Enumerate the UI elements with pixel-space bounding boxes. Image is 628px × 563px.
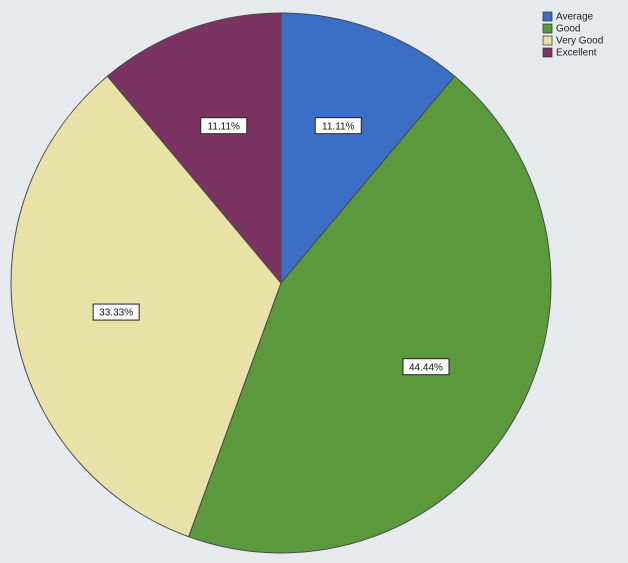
- legend-swatch: [542, 23, 553, 34]
- data-label: 44.44%: [409, 362, 443, 373]
- data-label-box: [402, 358, 450, 376]
- legend-swatch: [542, 35, 553, 46]
- data-label: 33.33%: [99, 308, 133, 319]
- pie-slice: [280, 12, 456, 285]
- data-label-box: [92, 303, 140, 321]
- data-label-box: [200, 117, 248, 135]
- legend-label: Very Good: [556, 36, 603, 47]
- pie-slice: [188, 75, 552, 554]
- legend-label: Excellent: [556, 48, 597, 59]
- data-label: 11.11%: [322, 121, 355, 132]
- legend-swatch: [542, 11, 553, 22]
- legend-swatch: [542, 47, 553, 58]
- data-label: 11.11%: [208, 121, 241, 132]
- pie-slice: [10, 75, 282, 538]
- pie-slice: [106, 12, 282, 285]
- legend-label: Good: [556, 24, 580, 35]
- legend-label: Average: [556, 12, 594, 23]
- data-label-box: [314, 117, 362, 135]
